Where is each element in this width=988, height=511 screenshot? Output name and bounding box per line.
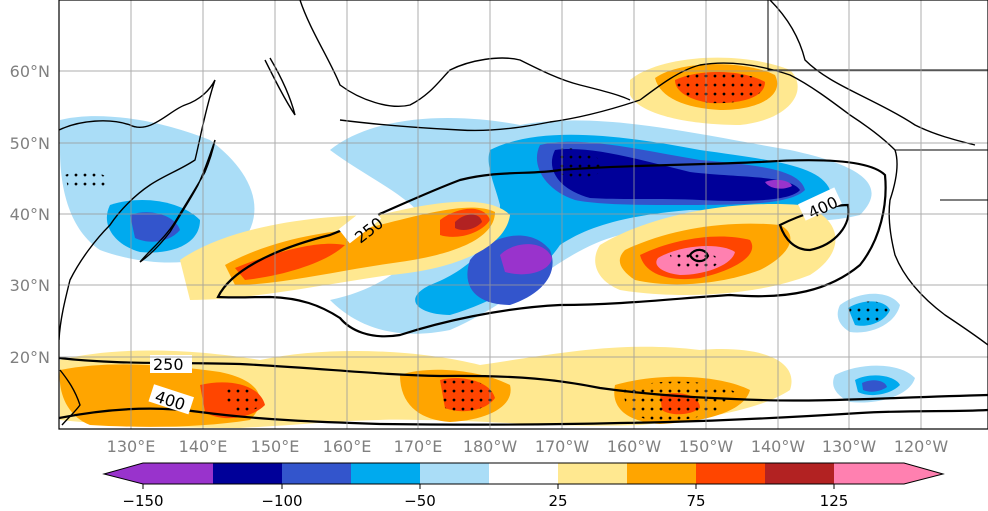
colorbar-extend-low [104,463,143,484]
colorbar-bin-11 [834,463,904,484]
lon-label-170w: 170°W [535,437,590,456]
colorbar-tick-neg150: −150 [122,492,163,510]
lon-label-150w: 150°W [679,437,734,456]
colorbar-extend-high [904,463,943,484]
longitude-labels: 130°E 140°E 150°E 160°E 170°E 180°W 170°… [107,437,949,456]
lon-label-140w: 140°W [751,437,806,456]
lon-label-180w: 180°W [463,437,518,456]
siberia-coast [299,0,631,107]
lon-label-150e: 150°E [251,437,300,456]
contour-400-south [59,407,988,426]
colorbar-tick-neg100: −100 [261,492,302,510]
lat-label-50n: 50°N [10,134,50,153]
philippines [59,369,81,426]
anomaly-field [59,57,915,428]
graticule [59,0,988,429]
lon-label-140e: 140°E [179,437,228,456]
contour-label-250-south: 250 [153,355,184,374]
negative-anomaly-extreme [500,179,792,275]
contour-250-south [59,356,988,402]
colorbar-tick-neg50: −50 [404,492,436,510]
colorbar-bin-4 [351,463,420,484]
colorbar-bin-10 [765,463,834,484]
lat-label-40n: 40°N [10,205,50,224]
coastlines [59,0,988,426]
contour-250-north [216,159,887,338]
tropical-negative-strong [862,380,887,392]
colorbar-bin-1 [143,463,213,484]
map-panel: 250 400 250 400 [59,0,988,429]
latitude-labels: 60°N 50°N 40°N 30°N 20°N [10,62,50,367]
alaska-coast [639,62,988,346]
positive-band-darkred [455,214,482,230]
colorbar-bin-2 [213,463,282,484]
positive-band-red [235,208,490,280]
lat-label-20n: 20°N [10,348,50,367]
kamchatka-coast [264,57,296,116]
lat-label-30n: 30°N [10,276,50,295]
lon-label-130e: 130°E [107,437,156,456]
contour-labels: 250 400 250 400 [148,187,842,415]
colorbar-tick-25: 25 [548,492,567,510]
contour-400-small [688,248,710,263]
colorbar-bin-5 [420,463,489,484]
colorbar-bin-7 [558,463,627,484]
significance-stippling [65,71,890,422]
aleutians [339,99,641,132]
lon-label-170e: 170°E [394,437,443,456]
lat-label-60n: 60°N [10,62,50,81]
asia-coast [59,79,216,341]
lon-label-130w: 130°W [822,437,877,456]
map-frame [58,0,988,430]
colorbar-bin-6 [489,463,558,484]
north-america-coast [769,0,976,146]
colorbar-bin-8 [627,463,696,484]
colorbar-bin-9 [696,463,765,484]
negative-anomaly-very-strong [551,149,800,201]
borders [767,0,988,201]
japan-coast [139,139,216,263]
colorbar-tick-75: 75 [686,492,705,510]
lon-label-160w: 160°W [607,437,662,456]
colorbar-bin-3 [282,463,351,484]
colorbar: −150 −100 −50 25 75 125 [102,462,945,510]
lon-label-160e: 160°E [323,437,372,456]
lon-label-120w: 120°W [894,437,949,456]
colorbar-tick-125: 125 [820,492,849,510]
